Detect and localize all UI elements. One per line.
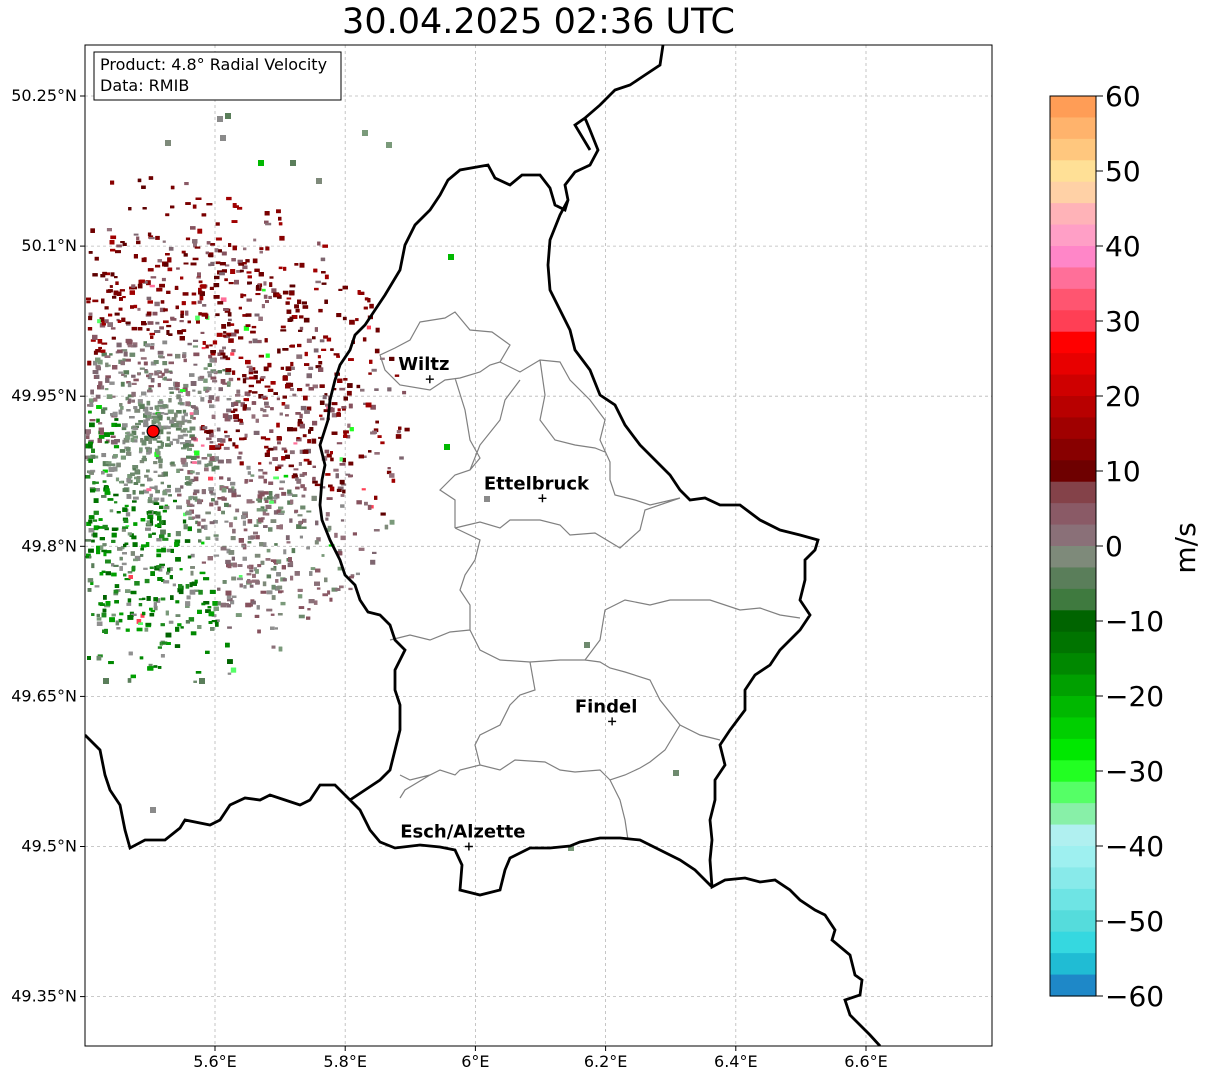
colorbar-segment — [1050, 717, 1096, 740]
city-marker — [464, 842, 473, 851]
lat-tick-label: 49.8°N — [21, 536, 77, 555]
city-marker — [608, 717, 617, 726]
colorbar-segment — [1050, 781, 1096, 804]
colorbar-segment — [1050, 353, 1096, 376]
lat-tick-label: 49.35°N — [11, 987, 77, 1006]
colorbar-tick-label: −60 — [1105, 980, 1164, 1013]
lat-tick-label: 49.5°N — [21, 837, 77, 856]
colorbar-segment — [1050, 803, 1096, 826]
lon-tick-label: 5.8°E — [323, 1052, 367, 1071]
radar-echo-field — [85, 113, 679, 851]
colorbar-tick-label: 20 — [1105, 380, 1141, 413]
city-label: Wiltz — [398, 354, 449, 375]
colorbar-unit-label: m/s — [1169, 522, 1202, 573]
lat-tick-label: 49.65°N — [11, 686, 77, 705]
city-marker — [425, 375, 434, 384]
colorbar-segment — [1050, 203, 1096, 226]
colorbar-segment — [1050, 888, 1096, 911]
lat-tick-label: 49.95°N — [11, 386, 77, 405]
colorbar-tick-label: 30 — [1105, 305, 1141, 338]
colorbar-tick-label: 50 — [1105, 155, 1141, 188]
lat-tick-label: 50.25°N — [11, 86, 77, 105]
colorbar-segment — [1050, 288, 1096, 311]
colorbar-segment — [1050, 588, 1096, 611]
colorbar-segment — [1050, 310, 1096, 333]
canton-boundaries — [379, 311, 801, 841]
colorbar-segment — [1050, 224, 1096, 247]
graticule-grid — [85, 45, 992, 1046]
city-markers: Wiltz Ettelbruck Findel Esch/Alzette — [398, 354, 638, 851]
colorbar-tick-label: −30 — [1105, 755, 1164, 788]
axis-ticks: 5.6°E 5.8°E 6°E 6.2°E 6.4°E 6.6°E 50.25°N 50.1°… — [11, 86, 888, 1071]
colorbar-tick-label: −20 — [1105, 680, 1164, 713]
colorbar-segment — [1050, 374, 1096, 397]
lat-tick-label: 50.1°N — [21, 236, 77, 255]
velocity-colorbar: 60 50 40 30 20 10 0 −10 −20 −30 −40 −50 −60 — [1049, 80, 1164, 1013]
colorbar-tick-label: −40 — [1105, 830, 1164, 863]
colorbar-segment — [1050, 331, 1096, 354]
colorbar-segment — [1050, 117, 1096, 140]
colorbar-tick-label: −10 — [1105, 605, 1164, 638]
city-label: Ettelbruck — [484, 473, 590, 494]
colorbar-segment — [1050, 631, 1096, 654]
colorbar-tick-label: 60 — [1105, 80, 1141, 113]
map-frame — [84, 44, 993, 1047]
colorbar-segment — [1050, 481, 1096, 504]
colorbar-segment — [1050, 246, 1096, 269]
lon-tick-label: 6°E — [461, 1052, 489, 1071]
colorbar-segment — [1050, 96, 1096, 119]
colorbar-segment — [1050, 610, 1096, 633]
colorbar-segment — [1050, 846, 1096, 869]
colorbar-segment — [1050, 396, 1096, 419]
colorbar-segment — [1050, 910, 1096, 933]
colorbar-segment — [1050, 181, 1096, 204]
colorbar-segment — [1050, 653, 1096, 676]
colorbar-segment — [1050, 460, 1096, 483]
radar-site-marker — [146, 424, 160, 438]
colorbar-segment — [1050, 974, 1096, 997]
colorbar-segment — [1050, 160, 1096, 183]
colorbar-segment — [1050, 267, 1096, 290]
city-marker — [538, 494, 547, 503]
colorbar-segment — [1050, 674, 1096, 697]
product-info-box: Product: 4.8° Radial Velocity Data: RMIB — [93, 51, 342, 101]
lon-tick-label: 6.2°E — [584, 1052, 628, 1071]
country-border — [85, 45, 882, 1046]
colorbar-segment — [1050, 417, 1096, 440]
lon-tick-label: 6.4°E — [714, 1052, 758, 1071]
map-title: 30.04.2025 02:36 UTC — [342, 2, 735, 42]
info-product-text: Product: 4.8° Radial Velocity — [100, 55, 327, 74]
colorbar-tick-label: 40 — [1105, 230, 1141, 263]
borders-layer — [85, 45, 882, 1046]
lon-tick-label: 5.6°E — [193, 1052, 237, 1071]
colorbar-segment — [1050, 567, 1096, 590]
colorbar-segment — [1050, 760, 1096, 783]
colorbar-segment — [1050, 438, 1096, 461]
colorbar-tick-label: 0 — [1105, 530, 1123, 563]
colorbar-tick-label: −50 — [1105, 905, 1164, 938]
colorbar-segment — [1050, 696, 1096, 719]
colorbar-segment — [1050, 931, 1096, 954]
colorbar-segment — [1050, 524, 1096, 547]
info-data-source-text: Data: RMIB — [100, 76, 189, 95]
city-label: Esch/Alzette — [400, 822, 525, 843]
colorbar-segment — [1050, 824, 1096, 847]
city-label: Findel — [575, 696, 638, 717]
lon-tick-label: 6.6°E — [844, 1052, 888, 1071]
colorbar-tick-label: 10 — [1105, 455, 1141, 488]
colorbar-segment — [1050, 953, 1096, 976]
colorbar-segment — [1050, 738, 1096, 761]
colorbar-segment — [1050, 546, 1096, 569]
colorbar-segment — [1050, 503, 1096, 526]
colorbar-segment — [1050, 867, 1096, 890]
colorbar-segment — [1050, 138, 1096, 161]
